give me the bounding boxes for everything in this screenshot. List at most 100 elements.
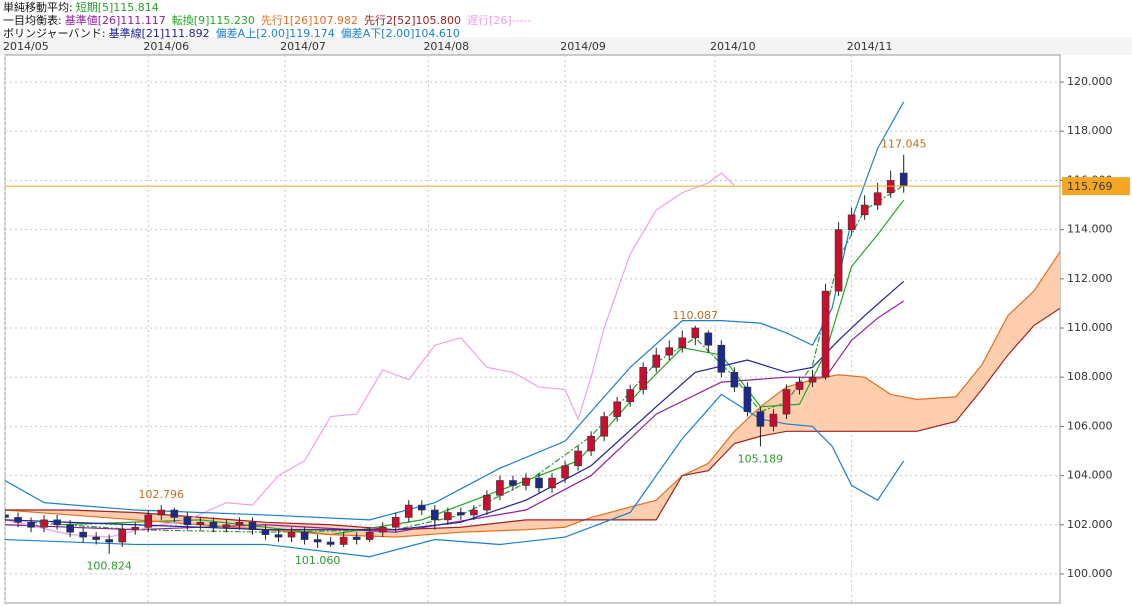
candle-body <box>535 477 543 489</box>
legend-entry: 短期[5]115.814 <box>76 0 159 14</box>
extreme-label: 102.796 <box>139 488 185 501</box>
candle-body <box>378 526 387 533</box>
y-tick-label: 104.000 <box>1067 469 1113 482</box>
candle-body <box>118 529 127 543</box>
candle-body <box>326 541 335 545</box>
y-tick-label: 110.000 <box>1067 321 1113 334</box>
plot <box>5 101 1060 558</box>
legend-title: 一目均衡表: <box>3 13 62 27</box>
candle-body <box>170 509 179 518</box>
cloud <box>5 251 1060 538</box>
legend-entry: 遅行[26]----- <box>467 14 531 27</box>
candle-body <box>27 522 35 528</box>
candle-body <box>339 536 348 545</box>
candle-body <box>196 522 205 526</box>
last-price-box <box>1062 177 1130 196</box>
legend-entry: 先行1[26]107.982 <box>261 14 358 27</box>
candle-body <box>313 539 322 543</box>
x-tick-label: 2014/07 <box>280 40 326 53</box>
candle-body <box>691 327 700 339</box>
x-tick-label: 2014/06 <box>143 40 189 53</box>
indicator-line <box>5 280 905 531</box>
legend-entry: 先行2[52]105.800 <box>364 14 461 27</box>
candle-body <box>79 531 87 538</box>
candle-body <box>548 477 556 489</box>
candle-body <box>300 531 309 540</box>
x-tick-label: 2014/09 <box>560 40 606 53</box>
candle-body <box>626 389 634 403</box>
candle-body <box>678 337 687 348</box>
candle-body <box>144 514 153 528</box>
extreme-label: 100.824 <box>86 560 132 573</box>
candle-body <box>5 514 9 518</box>
indicator-line <box>5 251 1060 538</box>
candle-body <box>209 522 218 528</box>
legend: 単純移動平均: 短期[5]115.814 一目均衡表: 基準値[26]111.117 転… <box>3 0 531 40</box>
candle-body <box>391 517 400 528</box>
candle-body <box>834 229 843 292</box>
y-tick-label: 118.000 <box>1067 124 1113 137</box>
candle-body <box>222 524 231 528</box>
candle-body <box>92 536 100 540</box>
candle-body <box>561 465 569 479</box>
candle-body <box>248 522 257 531</box>
legend-entry: 偏差A上[2.00]119.174 <box>216 26 335 40</box>
candle-body <box>782 389 791 415</box>
candle-body <box>235 522 244 526</box>
y-tick-label: 120.000 <box>1067 75 1113 88</box>
candle-body <box>873 192 882 206</box>
x-tick-label: 2014/11 <box>847 40 893 53</box>
extreme-label: 105.189 <box>738 452 784 465</box>
y-tick-label: 108.000 <box>1067 370 1113 383</box>
y-tick-label: 102.000 <box>1067 518 1113 531</box>
candle-body <box>769 413 778 427</box>
y-tick-label: 112.000 <box>1067 272 1113 285</box>
candle-body <box>652 354 661 368</box>
y-tick-label: 114.000 <box>1067 223 1113 236</box>
indicator-line <box>5 172 735 538</box>
y-tick-label: 106.000 <box>1067 419 1113 432</box>
candle-body <box>404 504 413 518</box>
indicator-line <box>5 307 1060 531</box>
candle-body <box>730 371 739 388</box>
candle-body <box>352 536 361 540</box>
candle-body <box>756 411 765 427</box>
extreme-label: 117.045 <box>881 138 927 151</box>
legend-entry: 転換[9]115.230 <box>172 14 255 27</box>
candle-body <box>574 450 582 467</box>
candle-body <box>274 534 283 538</box>
candle-body <box>40 519 48 528</box>
candle-body <box>183 517 192 526</box>
candle-body <box>509 480 517 486</box>
candle-body <box>522 477 530 486</box>
candle-body <box>457 512 465 516</box>
date-header <box>0 37 1132 55</box>
last-price-label: 115.769 <box>1067 180 1113 193</box>
candle-body <box>365 531 374 540</box>
candle-body <box>66 524 74 533</box>
extreme-label: 110.087 <box>673 309 719 322</box>
candle-body <box>53 519 61 526</box>
candle-body <box>417 504 426 511</box>
extreme-label: 101.060 <box>295 554 341 567</box>
candle-body <box>444 512 452 521</box>
legend-entry: 基準値[26]111.117 <box>65 13 166 27</box>
candle-body <box>808 376 817 383</box>
candle-body <box>717 344 726 373</box>
candle-body <box>795 381 804 390</box>
candle-body <box>600 416 608 437</box>
x-tick-label: 2014/08 <box>423 40 469 53</box>
overlay: 100.000 102.000 104.000 106.000 108.000 110.0… <box>3 40 1130 580</box>
candle-body <box>639 367 648 390</box>
legend-title: 単純移動平均: <box>3 0 73 14</box>
indicator-line <box>31 184 905 533</box>
candle-body <box>847 214 856 230</box>
candle-body <box>899 172 908 186</box>
candle-body <box>470 509 478 516</box>
candle-body <box>613 401 621 417</box>
y-tick-label: 100.000 <box>1067 567 1113 580</box>
x-tick-label: 2014/05 <box>3 40 49 53</box>
candle-body <box>821 290 830 378</box>
candle-body <box>496 480 504 496</box>
